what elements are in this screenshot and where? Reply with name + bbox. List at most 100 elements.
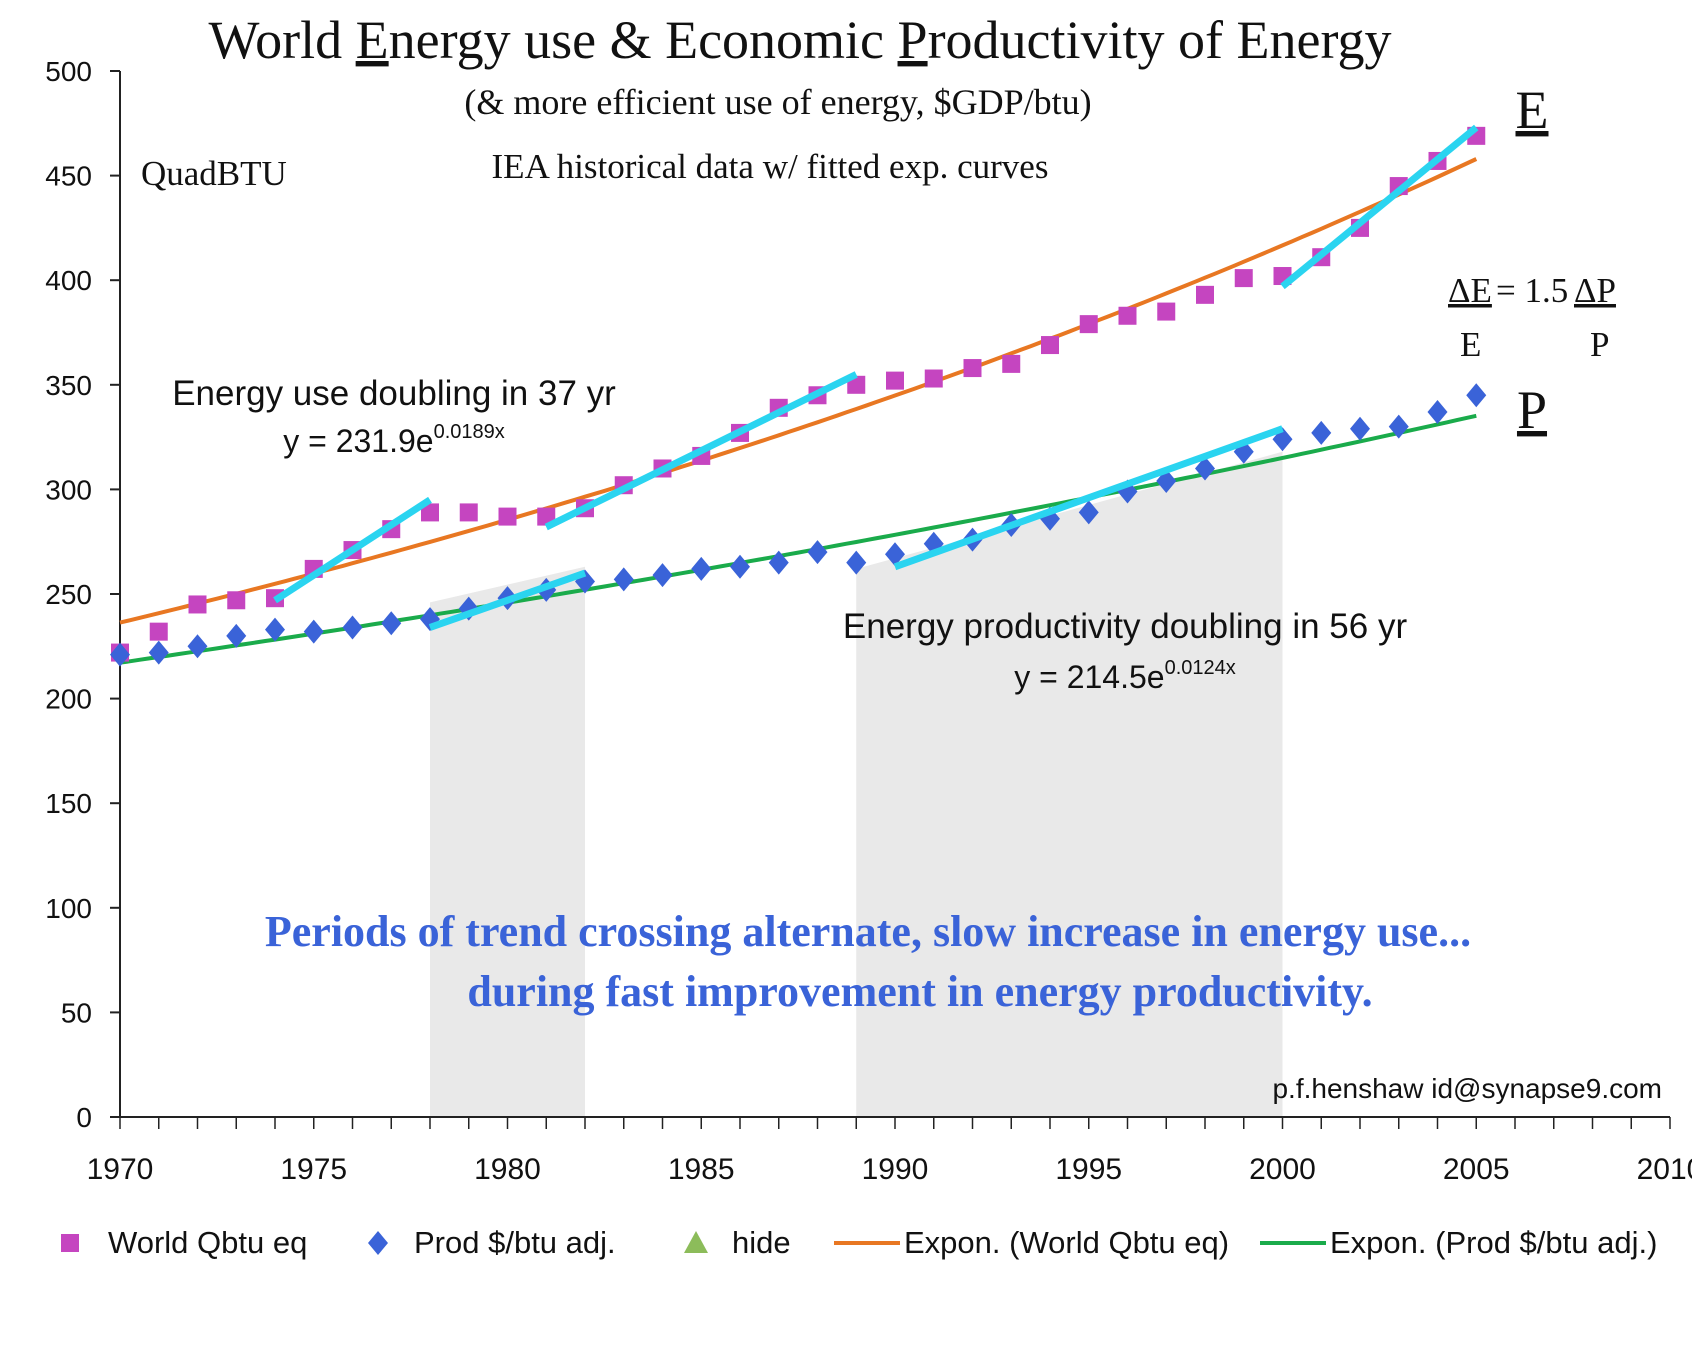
productivity-point xyxy=(1466,383,1487,408)
productivity-point xyxy=(652,563,673,588)
energy-point xyxy=(1118,306,1137,325)
productivity-point xyxy=(768,550,789,575)
legend-square-marker xyxy=(61,1234,79,1252)
x-tick-label: 1980 xyxy=(474,1153,541,1186)
energy-point xyxy=(1196,285,1214,304)
energy-side-label: E xyxy=(1516,80,1549,140)
chart-note: IEA historical data w/ fitted exp. curve… xyxy=(492,147,1049,186)
productivity-point xyxy=(303,619,324,644)
legend-label-0: World Qbtu eq xyxy=(108,1225,307,1260)
title-part-e: E xyxy=(356,10,389,70)
energy-point xyxy=(1041,336,1059,355)
trendline-0 xyxy=(119,157,1478,625)
highlight-segment-2 xyxy=(1280,124,1479,290)
legend-triangle-marker xyxy=(684,1231,708,1253)
unit-label: QuadBTU xyxy=(141,154,287,193)
y-tick-label: 300 xyxy=(45,474,92,505)
legend-label-4: Expon. (Prod $/btu adj.) xyxy=(1330,1225,1657,1260)
productivity-point xyxy=(187,634,208,659)
productivity-equation: y = 214.5e0.0124x xyxy=(1014,657,1236,695)
formula-den-right: P xyxy=(1590,325,1609,364)
message-line-2: during fast improvement in energy produc… xyxy=(467,967,1372,1016)
legend: World Qbtu eq Prod $/btu adj. hide Expon. (… xyxy=(61,1225,1657,1260)
productivity-point xyxy=(1311,420,1332,445)
formula-num-right: ΔP xyxy=(1574,271,1616,310)
x-tick-label: 2005 xyxy=(1443,1153,1510,1186)
credit-text: p.f.henshaw id@synapse9.com xyxy=(1272,1073,1662,1104)
title-part-1: World xyxy=(209,10,356,70)
x-tick-label: 1985 xyxy=(668,1153,735,1186)
productivity-point xyxy=(846,550,867,575)
y-tick-label: 500 xyxy=(45,56,92,87)
productivity-point xyxy=(730,554,750,579)
energy-point xyxy=(459,503,478,522)
y-tick-label: 400 xyxy=(45,265,92,296)
productivity-point xyxy=(1427,399,1448,424)
energy-point xyxy=(1002,354,1021,373)
x-tick-label: 1990 xyxy=(862,1153,929,1186)
energy-equation-exp: 0.0189x xyxy=(434,421,505,443)
x-tick-label: 2000 xyxy=(1249,1153,1316,1186)
productivity-point xyxy=(1078,500,1099,525)
productivity-point xyxy=(1388,414,1409,439)
x-tick-label: 1995 xyxy=(1055,1153,1122,1186)
energy-point xyxy=(886,371,904,390)
x-tick-label: 1970 xyxy=(87,1153,154,1186)
energy-point xyxy=(1157,302,1176,321)
y-tick-label: 150 xyxy=(45,788,92,819)
highlight-segment-0 xyxy=(273,496,432,604)
productivity-doubling-caption: Energy productivity doubling in 56 yr xyxy=(843,607,1408,646)
productivity-point xyxy=(342,615,363,640)
legend-label-1: Prod $/btu adj. xyxy=(414,1225,616,1260)
productivity-point xyxy=(1350,416,1370,441)
productivity-point xyxy=(1195,456,1215,481)
productivity-point xyxy=(613,567,634,592)
y-tick-label: 200 xyxy=(45,684,92,715)
x-axis: 1970 1975 1980 1985 1990 1995 2000 2005 2010 xyxy=(87,1116,1692,1186)
energy-point xyxy=(498,507,517,526)
y-tick-label: 350 xyxy=(45,370,92,401)
title-part-3: roductivity of Energy xyxy=(928,10,1392,70)
energy-point xyxy=(963,359,982,378)
productivity-equation-exp: 0.0124x xyxy=(1165,657,1236,679)
highlight-segment-4 xyxy=(893,425,1284,571)
productivity-side-label: P xyxy=(1517,380,1547,440)
y-tick-label: 250 xyxy=(45,579,92,610)
highlight-segments xyxy=(273,124,1479,631)
productivity-point xyxy=(691,556,712,581)
y-axis: 0 50 100 150 200 250 300 350 400 450 500 xyxy=(45,56,121,1133)
highlight-segment-1 xyxy=(544,371,858,531)
legend-diamond-marker xyxy=(368,1231,388,1255)
formula-num-left: ΔE xyxy=(1448,271,1492,310)
energy-point xyxy=(188,595,207,614)
chart-title: World Energy use & Economic Productivity… xyxy=(209,10,1392,70)
productivity-point xyxy=(807,540,828,565)
legend-label-2: hide xyxy=(732,1225,791,1260)
energy-equation: y = 231.9e0.0189x xyxy=(283,421,505,459)
productivity-equation-base: y = 214.5e xyxy=(1014,659,1164,695)
productivity-point xyxy=(381,611,402,636)
energy-point xyxy=(421,503,439,522)
energy-point xyxy=(924,369,943,388)
productivity-point xyxy=(265,617,285,642)
formula: ΔE = 1.5 ΔP E P xyxy=(1448,271,1616,364)
energy-point xyxy=(149,622,168,641)
productivity-point xyxy=(226,623,247,648)
productivity-point xyxy=(148,640,169,665)
energy-point xyxy=(1079,315,1098,334)
y-tick-label: 450 xyxy=(45,161,92,192)
legend-label-3: Expon. (World Qbtu eq) xyxy=(904,1225,1229,1260)
y-tick-label: 50 xyxy=(61,997,92,1028)
shaded-band-0 xyxy=(430,566,585,1117)
title-part-p: P xyxy=(898,10,928,70)
formula-eq: = 1.5 xyxy=(1496,271,1568,310)
productivity-point xyxy=(110,642,130,667)
energy-equation-base: y = 231.9e xyxy=(283,423,433,459)
x-tick-label: 1975 xyxy=(280,1153,347,1186)
formula-den-left: E xyxy=(1460,325,1481,364)
y-tick-label: 0 xyxy=(76,1102,92,1133)
energy-point xyxy=(1234,269,1253,288)
shaded-band-1 xyxy=(856,451,1283,1117)
message-line-1: Periods of trend crossing alternate, slo… xyxy=(265,907,1471,956)
